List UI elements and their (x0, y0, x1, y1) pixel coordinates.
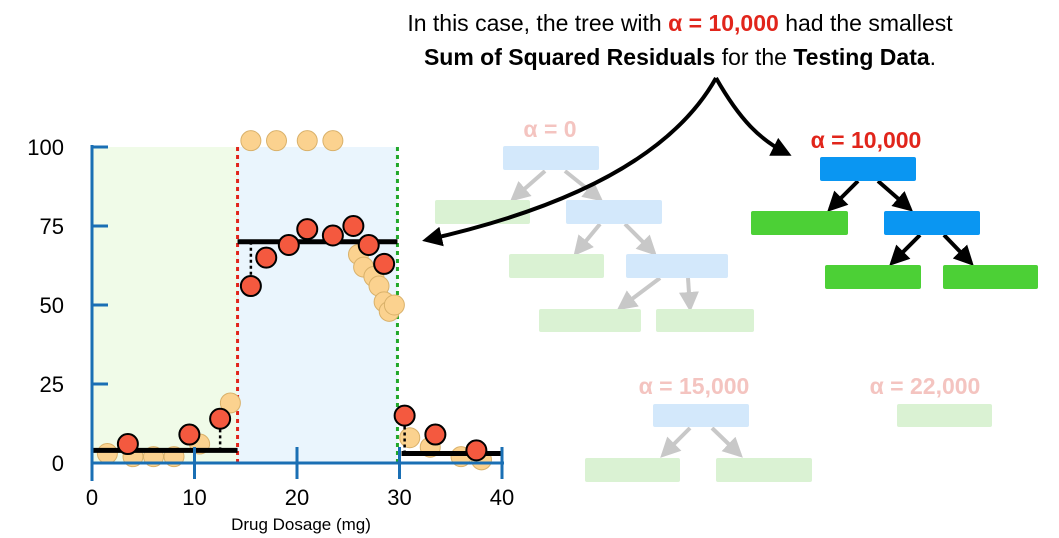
edge-arrow (827, 179, 860, 212)
tree-alpha-22000: α = 22,000 (870, 373, 992, 427)
testing-point (321, 224, 344, 247)
tree-label-alpha-0: α = 0 (523, 116, 576, 142)
caption-line-1: In this case, the tree with α = 10,000 h… (330, 6, 1030, 40)
edge-arrow (623, 222, 657, 256)
edge-arrow (616, 276, 662, 311)
testing-points (116, 215, 488, 462)
caption-line-2: Sum of Squared Residuals for the Testing… (330, 40, 1030, 74)
caption-text: In this case, the tree with (407, 10, 669, 36)
leaf-node (539, 309, 641, 332)
tree-label-alpha-15000: α = 15,000 (639, 373, 750, 399)
training-point (383, 294, 405, 316)
training-point (266, 130, 287, 152)
y-tick-label: 100 (27, 135, 64, 160)
x-tick-label: 40 (490, 485, 514, 510)
leaf-node (509, 254, 604, 278)
leaf-node (825, 265, 921, 289)
training-point (219, 392, 241, 414)
edge-arrow (889, 233, 922, 266)
testing-point (255, 246, 278, 269)
y-tick-label: 25 (40, 372, 64, 397)
edge-arrow (660, 426, 692, 458)
decision-node (503, 146, 599, 170)
chart-region (237, 147, 398, 463)
y-tick-label: 0 (52, 451, 64, 476)
leaf-node (656, 309, 754, 332)
edge-arrow (942, 233, 974, 266)
training-point (240, 130, 262, 152)
decision-node (884, 211, 980, 235)
tree-label-alpha-22000: α = 22,000 (870, 373, 981, 399)
caption-bold-ssr: Sum of Squared Residuals (423, 44, 716, 70)
testing-point (465, 439, 488, 462)
testing-point (424, 423, 447, 446)
y-tick-label: 50 (40, 293, 64, 318)
decision-node (566, 200, 662, 224)
edge-arrow (509, 169, 547, 202)
testing-point (277, 233, 300, 256)
edge-arrow (563, 169, 604, 202)
tree-alpha-10000: α = 10,000 (751, 127, 1038, 289)
decision-node (820, 157, 916, 181)
leaf-node (716, 458, 812, 482)
edge-arrow (678, 277, 699, 312)
testing-point (296, 218, 319, 241)
edge-arrow (710, 426, 743, 458)
y-tick-label: 75 (40, 214, 64, 239)
training-point (399, 427, 421, 449)
testing-point (357, 233, 380, 256)
caption-text: for the (715, 44, 794, 70)
caption: In this case, the tree with α = 10,000 h… (330, 6, 1030, 74)
testing-point (239, 275, 262, 298)
chart-axes: 0 25 50 75 100 0 10 20 30 40 Drug Dosage (mg) (27, 135, 514, 534)
tree-alpha-15000: α = 15,000 (585, 373, 812, 482)
training-point (322, 130, 344, 152)
tree-alpha-0: α = 0 (435, 116, 754, 332)
training-point (296, 130, 318, 152)
caption-text: . (929, 44, 937, 70)
leaf-node (897, 404, 992, 427)
caption-bold-testing: Testing Data (793, 44, 930, 70)
edge-arrow (876, 179, 914, 212)
testing-point (373, 252, 396, 275)
x-tick-label: 0 (86, 485, 98, 510)
x-tick-label: 10 (182, 485, 206, 510)
x-tick-label: 30 (387, 485, 411, 510)
callout-arrow-to-tree (714, 77, 792, 156)
training-point (96, 443, 118, 465)
chart-regions (92, 147, 398, 463)
leaf-node (435, 200, 530, 224)
testing-point (209, 407, 232, 430)
leaf-node (943, 265, 1038, 289)
caption-alpha: α = 10,000 (668, 10, 779, 36)
callout-arrow-to-chart (422, 77, 718, 247)
decision-node (626, 254, 728, 278)
leaf-node (585, 458, 680, 482)
testing-point (393, 404, 416, 427)
edge-arrow (573, 222, 602, 257)
x-axis-title: Drug Dosage (mg) (231, 515, 371, 534)
tree-label-alpha-10000: α = 10,000 (811, 127, 922, 153)
testing-point (342, 215, 365, 237)
testing-point (116, 433, 139, 456)
caption-text: had the smallest (778, 10, 953, 36)
x-tick-label: 20 (285, 485, 309, 510)
leaf-node (751, 211, 848, 235)
testing-point (178, 423, 201, 446)
decision-node (653, 404, 749, 427)
